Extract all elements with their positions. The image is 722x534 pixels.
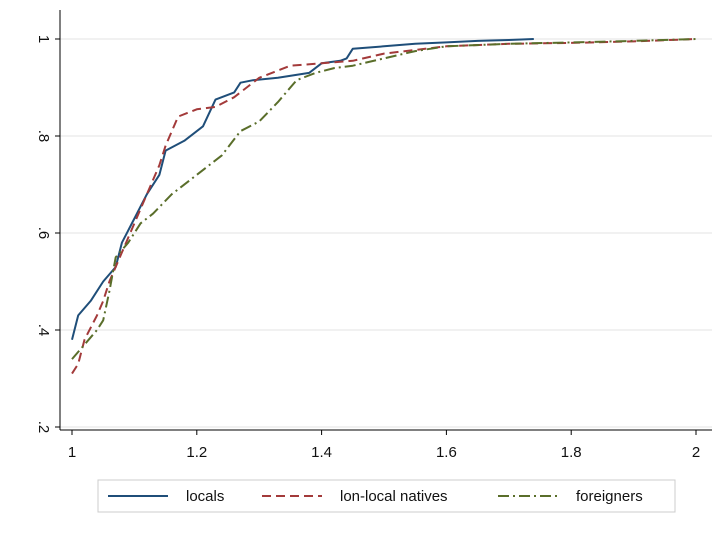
legend-label-0: locals [186,488,224,505]
legend-label-1: lon-local natives [340,488,448,505]
series-line-1 [71,38,697,375]
y-tick-label-3: .8 [35,130,52,143]
x-tick-label-3: 1.6 [436,444,457,461]
series-line-2 [71,38,697,360]
series-line-0 [71,38,534,340]
y-tick-label-0: .2 [35,421,52,434]
x-tick-label-5: 2 [692,444,700,461]
x-tick-label-0: 1 [68,444,76,461]
plot-area [60,10,712,430]
y-tick-label-1: .4 [35,324,52,337]
x-tick-label-1: 1.2 [186,444,207,461]
y-tick-label-2: .6 [35,227,52,240]
x-tick-label-2: 1.4 [311,444,332,461]
x-tick-label-4: 1.8 [561,444,582,461]
legend-box [97,479,676,513]
legend-label-2: foreigners [576,488,643,505]
y-tick-label-4: 1 [35,35,52,43]
